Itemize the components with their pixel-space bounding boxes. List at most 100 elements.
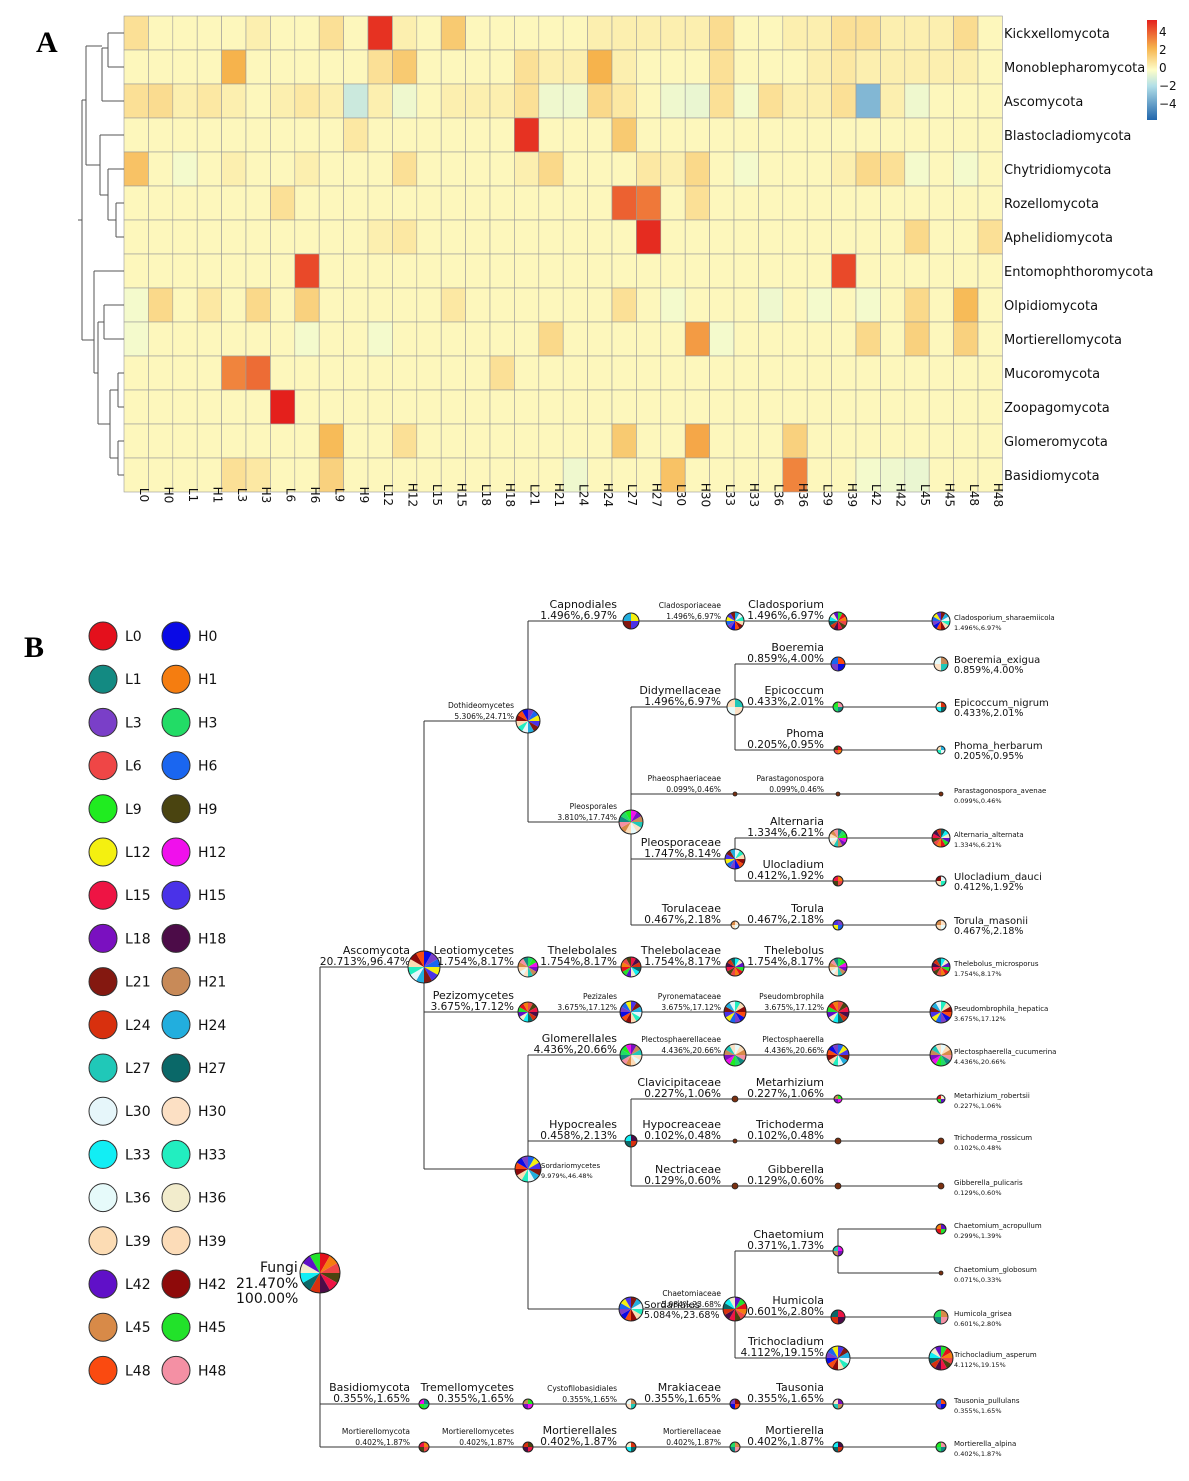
- legend-swatch-h18: [161, 923, 191, 953]
- pie-slice: [941, 746, 945, 750]
- heatmap-cell: [684, 253, 710, 289]
- heatmap-cell: [709, 219, 735, 255]
- column-label: L6: [284, 488, 298, 502]
- tree-species-name: Thelebolus_microsporus: [953, 960, 1039, 968]
- pie-outline: [933, 656, 949, 672]
- pie-outline: [515, 708, 541, 734]
- heatmap-cell: [172, 321, 198, 357]
- legend-swatch-l3: [88, 707, 118, 737]
- heatmap-cell: [660, 287, 686, 323]
- pie-slice: [833, 838, 838, 847]
- tree-node-pie: [625, 1441, 637, 1453]
- pie-slice: [528, 1169, 535, 1182]
- pie-slice: [936, 621, 941, 630]
- pie-slice: [941, 1317, 948, 1324]
- tree-node-pie: [731, 1182, 739, 1190]
- pie-slice: [838, 1358, 849, 1369]
- heatmap-cell: [562, 219, 588, 255]
- pie-slice: [320, 1255, 338, 1273]
- tree-node-pie: [931, 957, 951, 977]
- heatmap-cell: [831, 83, 857, 119]
- pie-slice: [621, 967, 631, 972]
- legend-label: H27: [198, 1061, 226, 1077]
- heatmap-cell: [538, 355, 564, 391]
- tree-node-pie: [618, 809, 644, 835]
- legend-swatch-h1: [161, 664, 191, 694]
- pie-outline: [517, 1001, 539, 1023]
- heatmap-cell: [196, 355, 222, 391]
- tree-node-value: 0.458%,2.13%: [540, 1130, 617, 1142]
- heatmap-cell: [977, 117, 1003, 153]
- legend-label: H24: [198, 1018, 226, 1034]
- pie-outline: [832, 1441, 844, 1453]
- pie-slice: [521, 1169, 528, 1182]
- pie-slice: [528, 1169, 540, 1181]
- heatmap-cell: [684, 219, 710, 255]
- heatmap-cell: [318, 423, 344, 459]
- heatmap-cell: [587, 219, 613, 255]
- pie-slice: [725, 1002, 735, 1012]
- heatmap-cell: [221, 253, 247, 289]
- tree-node-pie: [299, 1252, 341, 1294]
- pie-slice: [838, 959, 846, 967]
- tree-node-pie: [935, 1223, 947, 1235]
- pie-slice: [930, 1358, 941, 1369]
- heatmap-cell: [465, 389, 491, 425]
- legend-label: L15: [125, 888, 151, 904]
- heatmap-cell: [904, 253, 930, 289]
- pie-slice: [829, 962, 838, 967]
- tree-node-name: Didymellaceae: [639, 684, 721, 697]
- pie-slice: [724, 1309, 735, 1320]
- heatmap-cell: [318, 83, 344, 119]
- heatmap-cell: [977, 389, 1003, 425]
- column-label: L39: [820, 484, 834, 506]
- heatmap-cell: [489, 185, 515, 221]
- heatmap-cell: [367, 355, 393, 391]
- pie-slice: [838, 1352, 850, 1358]
- heatmap-cell: [562, 151, 588, 187]
- tree-node-value: 4.436%,20.66%: [661, 1046, 721, 1055]
- heatmap-cell: [928, 185, 954, 221]
- pie-slice: [631, 1012, 637, 1024]
- heatmap-cell: [123, 83, 149, 119]
- heatmap-cell: [489, 423, 515, 459]
- heatmap-cell: [660, 83, 686, 119]
- pie-slice: [631, 822, 637, 834]
- heatmap-cell: [416, 219, 442, 255]
- legend-swatch-l12: [88, 837, 118, 867]
- tree-node-pie: [725, 611, 745, 631]
- heatmap-cell: [172, 423, 198, 459]
- heatmap-cell: [660, 117, 686, 153]
- heatmap-cell: [660, 355, 686, 391]
- pie-slice: [936, 920, 941, 925]
- heatmap-cell: [318, 151, 344, 187]
- heatmap-cell: [953, 151, 979, 187]
- pie-slice: [517, 710, 528, 721]
- pie-slice: [631, 1309, 643, 1315]
- heatmap-cell: [904, 83, 930, 119]
- pie-slice: [941, 1043, 947, 1055]
- heatmap-cell: [245, 117, 271, 153]
- heatmap-cell: [611, 219, 637, 255]
- pie-slice: [730, 859, 735, 869]
- pie-slice: [831, 1310, 838, 1317]
- heatmap-cell: [148, 219, 174, 255]
- tree-node-pie: [828, 611, 848, 631]
- pie-slice: [320, 1273, 330, 1293]
- heatmap-cell: [367, 219, 393, 255]
- tree-node-name: Cladosporiaceae: [659, 601, 722, 610]
- tree-species-value: 0.205%,0.95%: [954, 751, 1023, 762]
- heatmap-cell: [562, 83, 588, 119]
- pie-slice: [528, 1162, 541, 1169]
- heatmap-cell: [928, 423, 954, 459]
- heatmap-cell: [392, 151, 418, 187]
- heatmap-cell: [538, 117, 564, 153]
- legend-label: H48: [198, 1363, 226, 1379]
- tree-node-pie: [622, 612, 640, 630]
- pie-slice: [631, 962, 641, 967]
- legend-swatch-h42: [161, 1269, 191, 1299]
- pie-slice: [631, 1055, 642, 1061]
- heatmap-cell: [270, 83, 296, 119]
- pie-slice: [625, 1141, 631, 1147]
- pie-outline: [624, 1134, 638, 1148]
